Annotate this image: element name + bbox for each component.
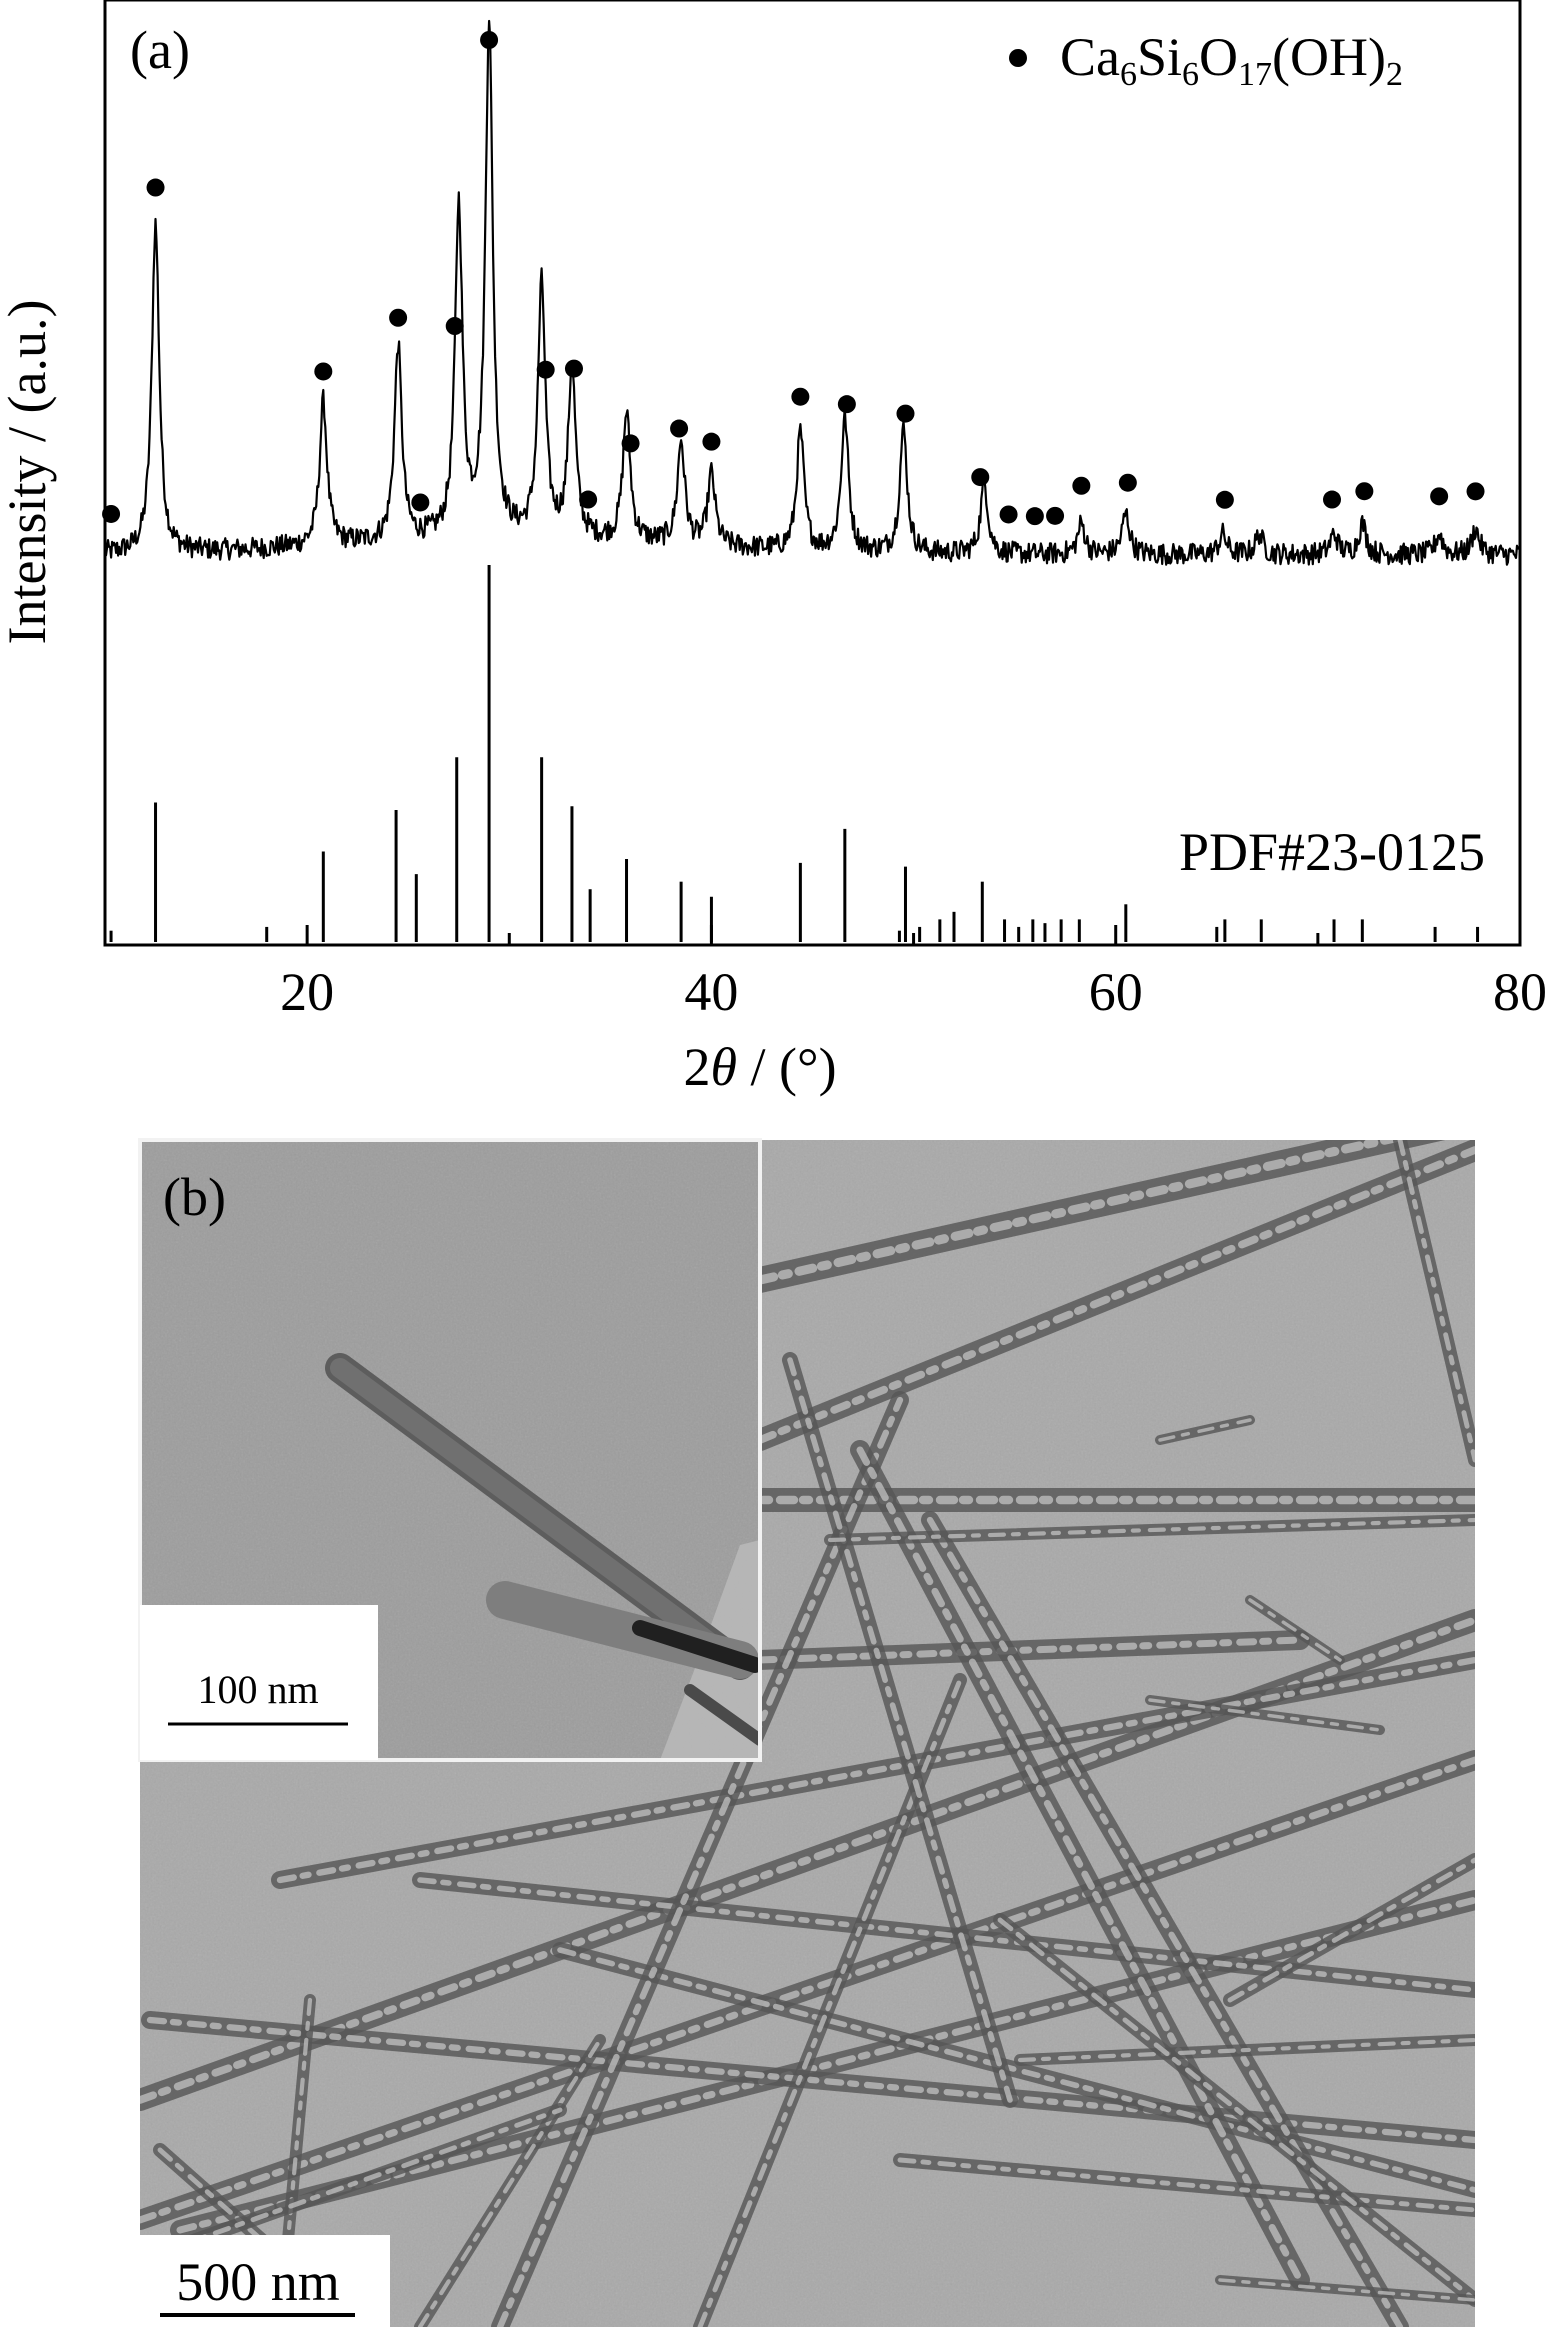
peak-marker <box>621 434 640 453</box>
x-tick-label: 40 <box>684 962 738 1022</box>
tem-micrograph: 100 nm (b) 500 nm <box>138 1138 1475 2327</box>
xrd-chart: (a) Ca6Si6O17(OH)2 PDF#23-0125 Intensity… <box>0 0 1547 1097</box>
xrd-pattern-line <box>103 19 1521 566</box>
peak-marker <box>1072 476 1091 495</box>
peak-marker <box>480 31 499 49</box>
main-scale-box <box>140 2235 390 2327</box>
nanowire-core <box>1158 1418 1252 1442</box>
nanowire-core <box>1397 1140 1475 1463</box>
nanowire-core <box>897 2157 1475 2213</box>
legend-phase-formula: Ca6Si6O17(OH)2 <box>1060 27 1403 93</box>
peak-marker <box>1355 482 1374 501</box>
peak-marker <box>1215 490 1234 509</box>
peak-marker <box>971 468 990 487</box>
reference-label: PDF#23-0125 <box>1179 822 1485 882</box>
tem-inset: 100 nm <box>138 1138 762 1762</box>
peak-marker <box>1466 482 1485 501</box>
nanowire-core <box>1148 1698 1382 1732</box>
legend-marker <box>1009 49 1027 67</box>
nanowire-core <box>557 1947 1475 2193</box>
peak-marker <box>579 490 598 509</box>
inset-lower-rod <box>684 1684 760 1746</box>
nanowire-network <box>140 1140 1475 2327</box>
nanowire-core <box>140 1756 1475 2224</box>
nanowire-core <box>755 1140 1407 1285</box>
inset-crossing <box>632 1620 760 1673</box>
plot-frame <box>103 0 1522 947</box>
peak-marker <box>389 308 408 327</box>
nanowire-core <box>417 1877 1475 1993</box>
nanowire-core <box>827 1517 1475 1543</box>
peak-marker <box>314 362 333 381</box>
legend: Ca6Si6O17(OH)2 <box>1009 27 1403 93</box>
inset-border <box>138 1138 762 1762</box>
peak-markers <box>102 31 1485 526</box>
inset-nanorods <box>325 1353 760 1760</box>
peak-marker <box>1025 507 1044 526</box>
x-tick-label: 20 <box>280 962 334 1022</box>
panel-b-label: (b) <box>163 1167 226 1227</box>
peak-marker <box>1118 473 1137 492</box>
inset-scale-label: 100 nm <box>197 1667 318 1712</box>
nanowire-core <box>1017 2037 1475 2063</box>
x-axis-label: 2θ / (°) <box>683 1037 836 1097</box>
y-axis-label: Intensity / (a.u.) <box>0 300 57 645</box>
nanowire-core <box>140 2107 563 2263</box>
nanowire-core <box>1218 2278 1475 2302</box>
x-tick-label: 60 <box>1089 962 1143 1022</box>
inset-nanorod-core <box>330 1358 750 1675</box>
peak-marker <box>1046 506 1065 525</box>
nanowire-core <box>856 1446 1304 2284</box>
nanowire-core <box>417 2037 603 2327</box>
peak-marker <box>837 395 856 414</box>
peak-marker <box>146 178 165 197</box>
reference-sticks <box>109 565 1480 942</box>
nanowire-core <box>1227 1857 1475 2003</box>
nanowire-core <box>787 1357 1013 2103</box>
peak-marker <box>536 360 555 379</box>
peak-marker <box>102 504 121 523</box>
panel-a-label: (a) <box>130 20 190 80</box>
nanowire-core <box>756 1636 1304 1664</box>
nanowire-core <box>1248 1598 1342 1662</box>
peak-marker <box>445 317 464 336</box>
peak-marker <box>564 359 583 378</box>
peak-marker <box>411 493 430 512</box>
nanowire-core <box>997 1917 1475 2303</box>
nanowire-core <box>277 1997 313 2327</box>
peak-marker <box>896 404 915 423</box>
nanowire-core <box>276 1656 1475 1884</box>
x-tick-label: 80 <box>1493 962 1547 1022</box>
nanowire-core <box>756 1146 1475 1444</box>
x-axis-ticks: 20 40 60 80 <box>103 925 1547 1022</box>
nanowire-core <box>926 1516 1404 2327</box>
peak-marker <box>999 505 1018 524</box>
peak-marker <box>670 419 689 438</box>
main-scale-label: 500 nm <box>176 2252 340 2312</box>
peak-marker <box>1323 490 1342 509</box>
nanowire-core <box>496 1396 904 2327</box>
peak-marker <box>702 432 721 451</box>
inset-scale-box <box>140 1605 378 1760</box>
peak-marker <box>791 387 810 406</box>
peak-marker <box>1430 487 1449 506</box>
